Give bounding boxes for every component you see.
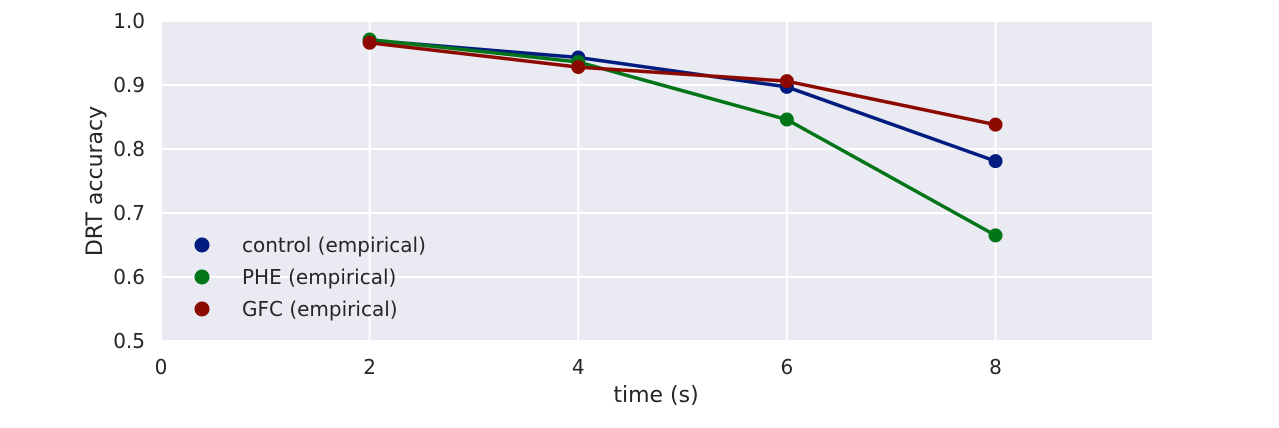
legend-item-gfc: GFC (empirical) — [194, 297, 398, 321]
series-line-gfc — [369, 41, 996, 127]
data-point-phe — [779, 112, 794, 127]
legend-marker — [194, 301, 210, 317]
y-tick-label: 0.6 — [113, 265, 145, 289]
y-axis-label: DRT accuracy — [83, 106, 108, 256]
data-point-phe — [988, 228, 1003, 243]
legend-marker — [194, 269, 210, 285]
y-tick-label: 0.9 — [113, 73, 145, 97]
data-point-gfc — [362, 35, 377, 50]
x-tick-label: 8 — [989, 355, 1002, 379]
x-tick-labels: 0 2 4 6 8 — [155, 355, 1002, 379]
plot-background — [161, 21, 1152, 341]
series-line-control — [369, 38, 997, 163]
y-tick-label: 0.8 — [113, 137, 145, 161]
series-line-phe — [369, 37, 997, 237]
legend-label: control (empirical) — [242, 233, 426, 257]
y-tick-label: 0.5 — [113, 329, 145, 353]
x-tick-label: 0 — [155, 355, 168, 379]
y-tick-labels: 0.5 0.6 0.7 0.8 0.9 1.0 — [113, 9, 145, 353]
legend-item-phe: PHE (empirical) — [194, 265, 396, 289]
x-tick-label: 2 — [363, 355, 376, 379]
x-tick-label: 4 — [572, 355, 585, 379]
legend-label: GFC (empirical) — [242, 297, 398, 321]
y-tick-label: 1.0 — [113, 9, 145, 33]
data-point-gfc — [571, 60, 586, 75]
data-point-gfc — [988, 117, 1003, 132]
series-gfc — [362, 35, 1003, 132]
y-tick-label: 0.7 — [113, 201, 145, 225]
x-axis-label: time (s) — [613, 383, 698, 408]
x-tick-label: 6 — [781, 355, 794, 379]
legend-marker — [194, 237, 210, 253]
data-point-gfc — [779, 74, 794, 89]
legend: control (empirical) PHE (empirical) GFC (e… — [194, 233, 426, 321]
series-layer — [362, 32, 1003, 243]
data-point-control — [988, 154, 1003, 169]
legend-item-control: control (empirical) — [194, 233, 426, 257]
legend-label: PHE (empirical) — [242, 265, 396, 289]
